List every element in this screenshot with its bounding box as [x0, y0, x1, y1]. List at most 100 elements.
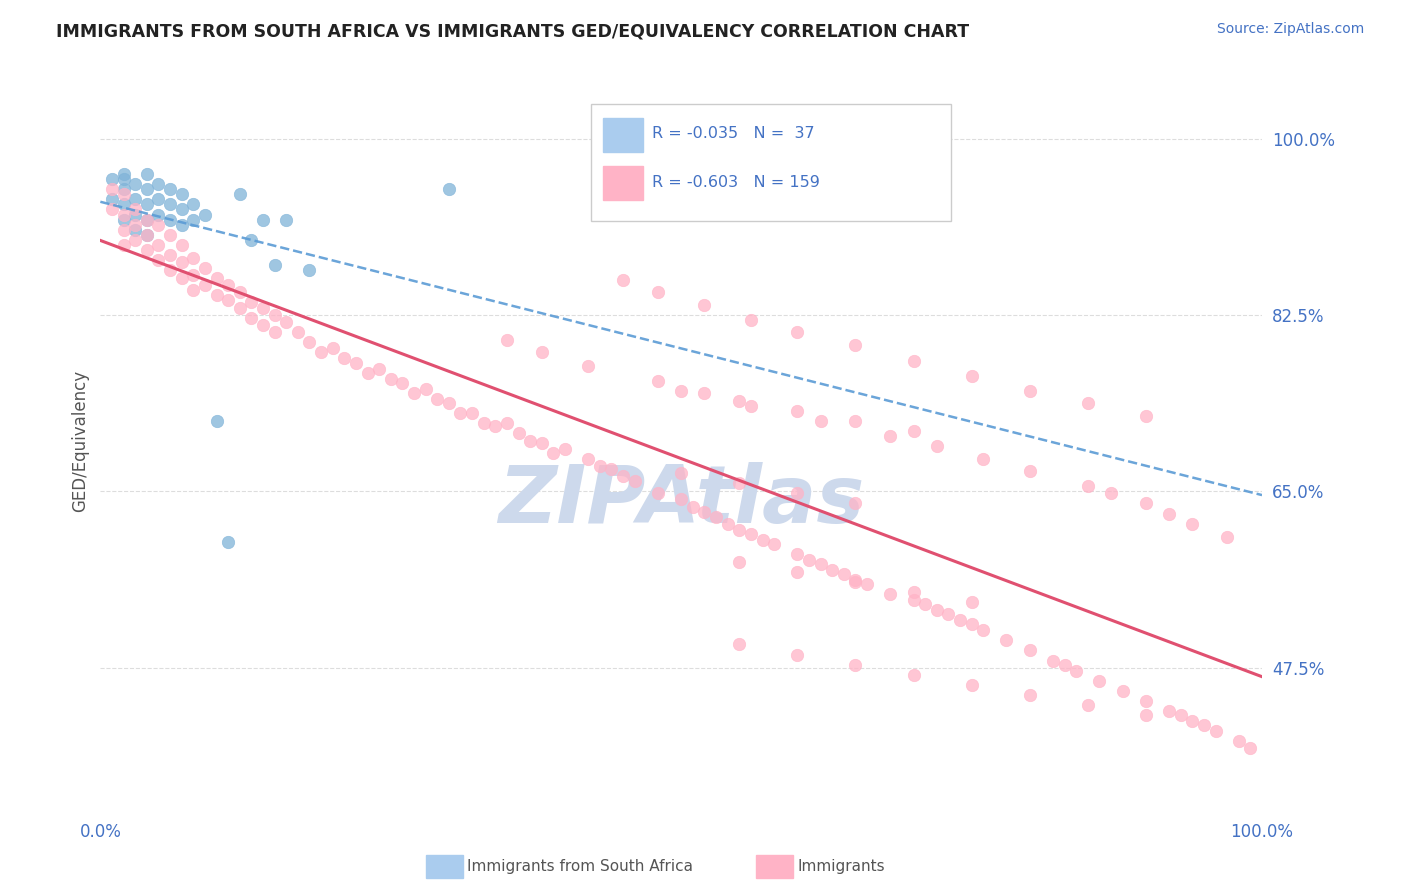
- Point: [124, 207, 146, 221]
- FancyBboxPatch shape: [603, 118, 643, 152]
- Point: [623, 475, 645, 489]
- Point: [1216, 530, 1239, 544]
- Point: [181, 197, 204, 211]
- Point: [159, 212, 181, 227]
- Point: [205, 288, 228, 302]
- Point: [1018, 688, 1040, 702]
- Point: [148, 218, 170, 232]
- Point: [496, 334, 519, 348]
- Point: [856, 577, 879, 591]
- Point: [148, 252, 170, 267]
- Point: [832, 566, 855, 581]
- Point: [101, 172, 124, 186]
- Point: [530, 436, 553, 450]
- Point: [693, 504, 716, 518]
- Point: [205, 414, 228, 428]
- Y-axis label: GED/Equivalency: GED/Equivalency: [72, 370, 89, 512]
- Point: [124, 233, 146, 247]
- Point: [229, 301, 252, 315]
- Point: [844, 414, 866, 428]
- Point: [844, 496, 866, 510]
- Point: [135, 167, 157, 181]
- Point: [344, 355, 367, 369]
- Point: [415, 382, 437, 396]
- Point: [402, 385, 425, 400]
- Point: [1192, 718, 1215, 732]
- Point: [461, 406, 484, 420]
- Point: [576, 452, 599, 467]
- Point: [717, 516, 740, 531]
- Point: [1099, 486, 1122, 500]
- Point: [135, 227, 157, 242]
- Point: [194, 278, 217, 293]
- Point: [960, 678, 983, 692]
- Point: [298, 263, 321, 277]
- Point: [925, 439, 948, 453]
- Point: [914, 597, 936, 611]
- Point: [903, 424, 925, 438]
- Point: [217, 534, 239, 549]
- Point: [669, 384, 692, 398]
- Point: [472, 416, 495, 430]
- Point: [194, 207, 217, 221]
- Point: [530, 345, 553, 359]
- Point: [112, 182, 135, 196]
- Point: [194, 260, 217, 275]
- Point: [101, 202, 124, 217]
- Point: [1018, 464, 1040, 478]
- Point: [1042, 654, 1064, 668]
- Point: [148, 178, 170, 192]
- Point: [1205, 724, 1227, 739]
- Point: [170, 255, 193, 269]
- Point: [786, 404, 808, 418]
- Point: [181, 212, 204, 227]
- Point: [1053, 657, 1076, 672]
- Point: [217, 278, 239, 293]
- Point: [797, 553, 820, 567]
- Point: [728, 523, 751, 537]
- Text: Source: ZipAtlas.com: Source: ZipAtlas.com: [1216, 22, 1364, 37]
- Point: [437, 396, 460, 410]
- Point: [903, 585, 925, 599]
- Point: [252, 318, 274, 333]
- Point: [148, 193, 170, 207]
- Point: [728, 555, 751, 569]
- Point: [170, 237, 193, 252]
- Point: [693, 298, 716, 312]
- Point: [879, 429, 901, 443]
- Point: [287, 326, 309, 340]
- Point: [112, 172, 135, 186]
- Point: [159, 263, 181, 277]
- Point: [135, 197, 157, 211]
- Point: [728, 476, 751, 491]
- Point: [751, 533, 773, 547]
- Point: [333, 351, 356, 366]
- Point: [309, 345, 332, 359]
- Point: [1159, 704, 1181, 718]
- Point: [229, 285, 252, 299]
- Point: [960, 368, 983, 383]
- Point: [124, 193, 146, 207]
- Point: [159, 182, 181, 196]
- Point: [669, 467, 692, 481]
- Point: [786, 565, 808, 579]
- Point: [112, 212, 135, 227]
- Point: [763, 537, 786, 551]
- Point: [484, 419, 506, 434]
- Point: [786, 486, 808, 500]
- Point: [903, 593, 925, 607]
- Point: [1018, 384, 1040, 398]
- Point: [543, 446, 565, 460]
- Text: Immigrants: Immigrants: [797, 859, 884, 873]
- Point: [903, 667, 925, 681]
- Point: [170, 187, 193, 202]
- Point: [229, 187, 252, 202]
- Point: [960, 595, 983, 609]
- Point: [1181, 516, 1204, 531]
- Point: [508, 425, 530, 440]
- Point: [786, 326, 808, 340]
- Point: [589, 459, 612, 474]
- Point: [786, 648, 808, 662]
- Point: [949, 613, 972, 627]
- Point: [124, 218, 146, 232]
